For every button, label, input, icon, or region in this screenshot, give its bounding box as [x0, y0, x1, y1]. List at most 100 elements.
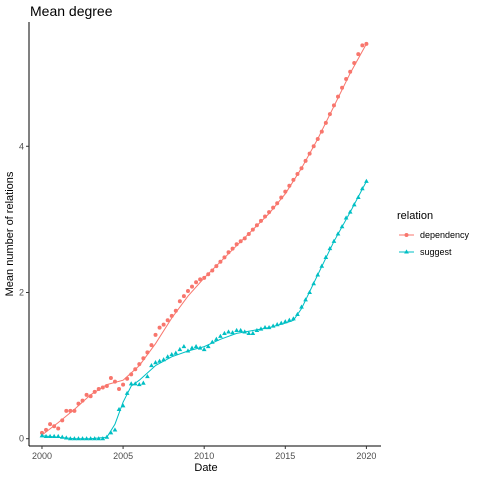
- data-point-suggest: [327, 246, 333, 251]
- data-point-suggest: [197, 345, 203, 350]
- data-point-dependency: [177, 299, 182, 304]
- y-tick-label: 4: [19, 141, 24, 151]
- data-point-suggest: [189, 345, 195, 350]
- data-point-suggest: [55, 433, 61, 439]
- data-point-dependency: [72, 408, 77, 413]
- data-point-dependency: [303, 158, 308, 163]
- data-point-suggest: [331, 238, 337, 243]
- data-point-suggest: [347, 209, 353, 214]
- data-points: [39, 41, 369, 441]
- data-point-suggest: [319, 263, 325, 268]
- data-point-suggest: [120, 403, 126, 408]
- data-point-suggest: [157, 358, 162, 363]
- data-point-suggest: [254, 327, 260, 333]
- data-point-dependency: [181, 294, 186, 299]
- data-point-suggest: [149, 362, 154, 368]
- data-point-dependency: [258, 218, 263, 223]
- data-point-dependency: [360, 43, 365, 48]
- data-point-dependency: [340, 85, 345, 90]
- data-point-suggest: [201, 346, 207, 352]
- data-point-dependency: [165, 318, 170, 323]
- data-point-dependency: [283, 189, 288, 194]
- data-point-dependency: [76, 401, 81, 406]
- data-point-dependency: [190, 284, 195, 289]
- x-tick-label: 2015: [275, 451, 295, 461]
- data-point-suggest: [274, 322, 280, 327]
- data-point-suggest: [360, 186, 365, 191]
- data-point-suggest: [100, 436, 106, 441]
- data-point-dependency: [141, 356, 146, 361]
- data-point-suggest: [92, 436, 98, 441]
- data-point-dependency: [323, 120, 328, 125]
- data-point-dependency: [194, 280, 199, 285]
- data-point-suggest: [238, 327, 244, 333]
- y-axis-ticks: 0 2 4: [19, 141, 29, 444]
- data-point-suggest: [124, 390, 130, 395]
- data-point-suggest: [287, 317, 292, 322]
- data-point-suggest: [88, 436, 93, 441]
- data-point-suggest: [104, 434, 110, 439]
- data-point-suggest: [112, 427, 118, 432]
- plot-area: [39, 41, 369, 441]
- axes: 2000 2005 2010 2015 2020 0 2 4: [19, 22, 381, 461]
- data-point-dependency: [230, 246, 235, 251]
- legend-item-suggest: suggest: [399, 247, 452, 257]
- data-point-suggest: [250, 330, 256, 335]
- data-point-suggest: [258, 326, 264, 331]
- data-point-suggest: [136, 381, 142, 387]
- data-point-dependency: [60, 418, 65, 423]
- data-point-dependency: [206, 272, 211, 277]
- data-point-dependency: [52, 424, 57, 429]
- data-point-dependency: [137, 362, 142, 367]
- y-tick-label: 0: [19, 434, 24, 444]
- data-point-suggest: [234, 327, 239, 333]
- legend-label: dependency: [420, 230, 470, 240]
- data-point-suggest: [185, 348, 191, 353]
- x-axis-ticks: 2000 2005 2010 2015 2020: [32, 446, 376, 461]
- data-point-dependency: [173, 308, 178, 313]
- data-point-dependency: [295, 172, 300, 177]
- data-point-dependency: [226, 250, 231, 255]
- chart-title: Mean degree: [30, 3, 113, 19]
- data-point-suggest: [270, 323, 276, 328]
- data-point-dependency: [271, 205, 276, 210]
- legend-title: relation: [397, 210, 433, 222]
- data-point-dependency: [169, 313, 174, 318]
- data-point-dependency: [125, 376, 130, 381]
- data-point-dependency: [348, 69, 353, 74]
- data-point-suggest: [303, 297, 308, 302]
- data-point-suggest: [278, 320, 284, 325]
- trend-line-dependency: [41, 43, 367, 436]
- legend-key-marker: [404, 249, 409, 254]
- trend-lines: [41, 43, 367, 440]
- legend-label: suggest: [420, 247, 452, 257]
- data-point-dependency: [364, 41, 369, 46]
- trend-line-suggest: [41, 181, 367, 440]
- data-point-dependency: [96, 386, 101, 391]
- data-point-suggest: [96, 436, 102, 441]
- data-point-dependency: [153, 332, 158, 337]
- data-point-suggest: [145, 373, 150, 379]
- data-point-suggest: [266, 324, 272, 330]
- data-point-dependency: [68, 408, 73, 413]
- data-point-suggest: [51, 433, 57, 439]
- data-point-suggest: [132, 381, 138, 386]
- data-point-dependency: [202, 275, 207, 280]
- data-point-dependency: [352, 60, 357, 65]
- data-point-dependency: [331, 103, 336, 108]
- data-point-dependency: [133, 367, 138, 372]
- data-point-suggest: [169, 352, 175, 357]
- data-point-suggest: [141, 380, 146, 385]
- data-point-dependency: [344, 77, 349, 82]
- data-point-suggest: [205, 343, 211, 349]
- data-point-suggest: [307, 289, 312, 295]
- data-point-suggest: [108, 430, 114, 435]
- data-point-dependency: [88, 394, 93, 399]
- x-tick-label: 2005: [113, 451, 133, 461]
- data-point-suggest: [242, 329, 248, 334]
- data-point-dependency: [64, 408, 69, 413]
- data-point-dependency: [315, 136, 320, 141]
- data-point-suggest: [84, 436, 89, 441]
- data-point-dependency: [210, 268, 215, 273]
